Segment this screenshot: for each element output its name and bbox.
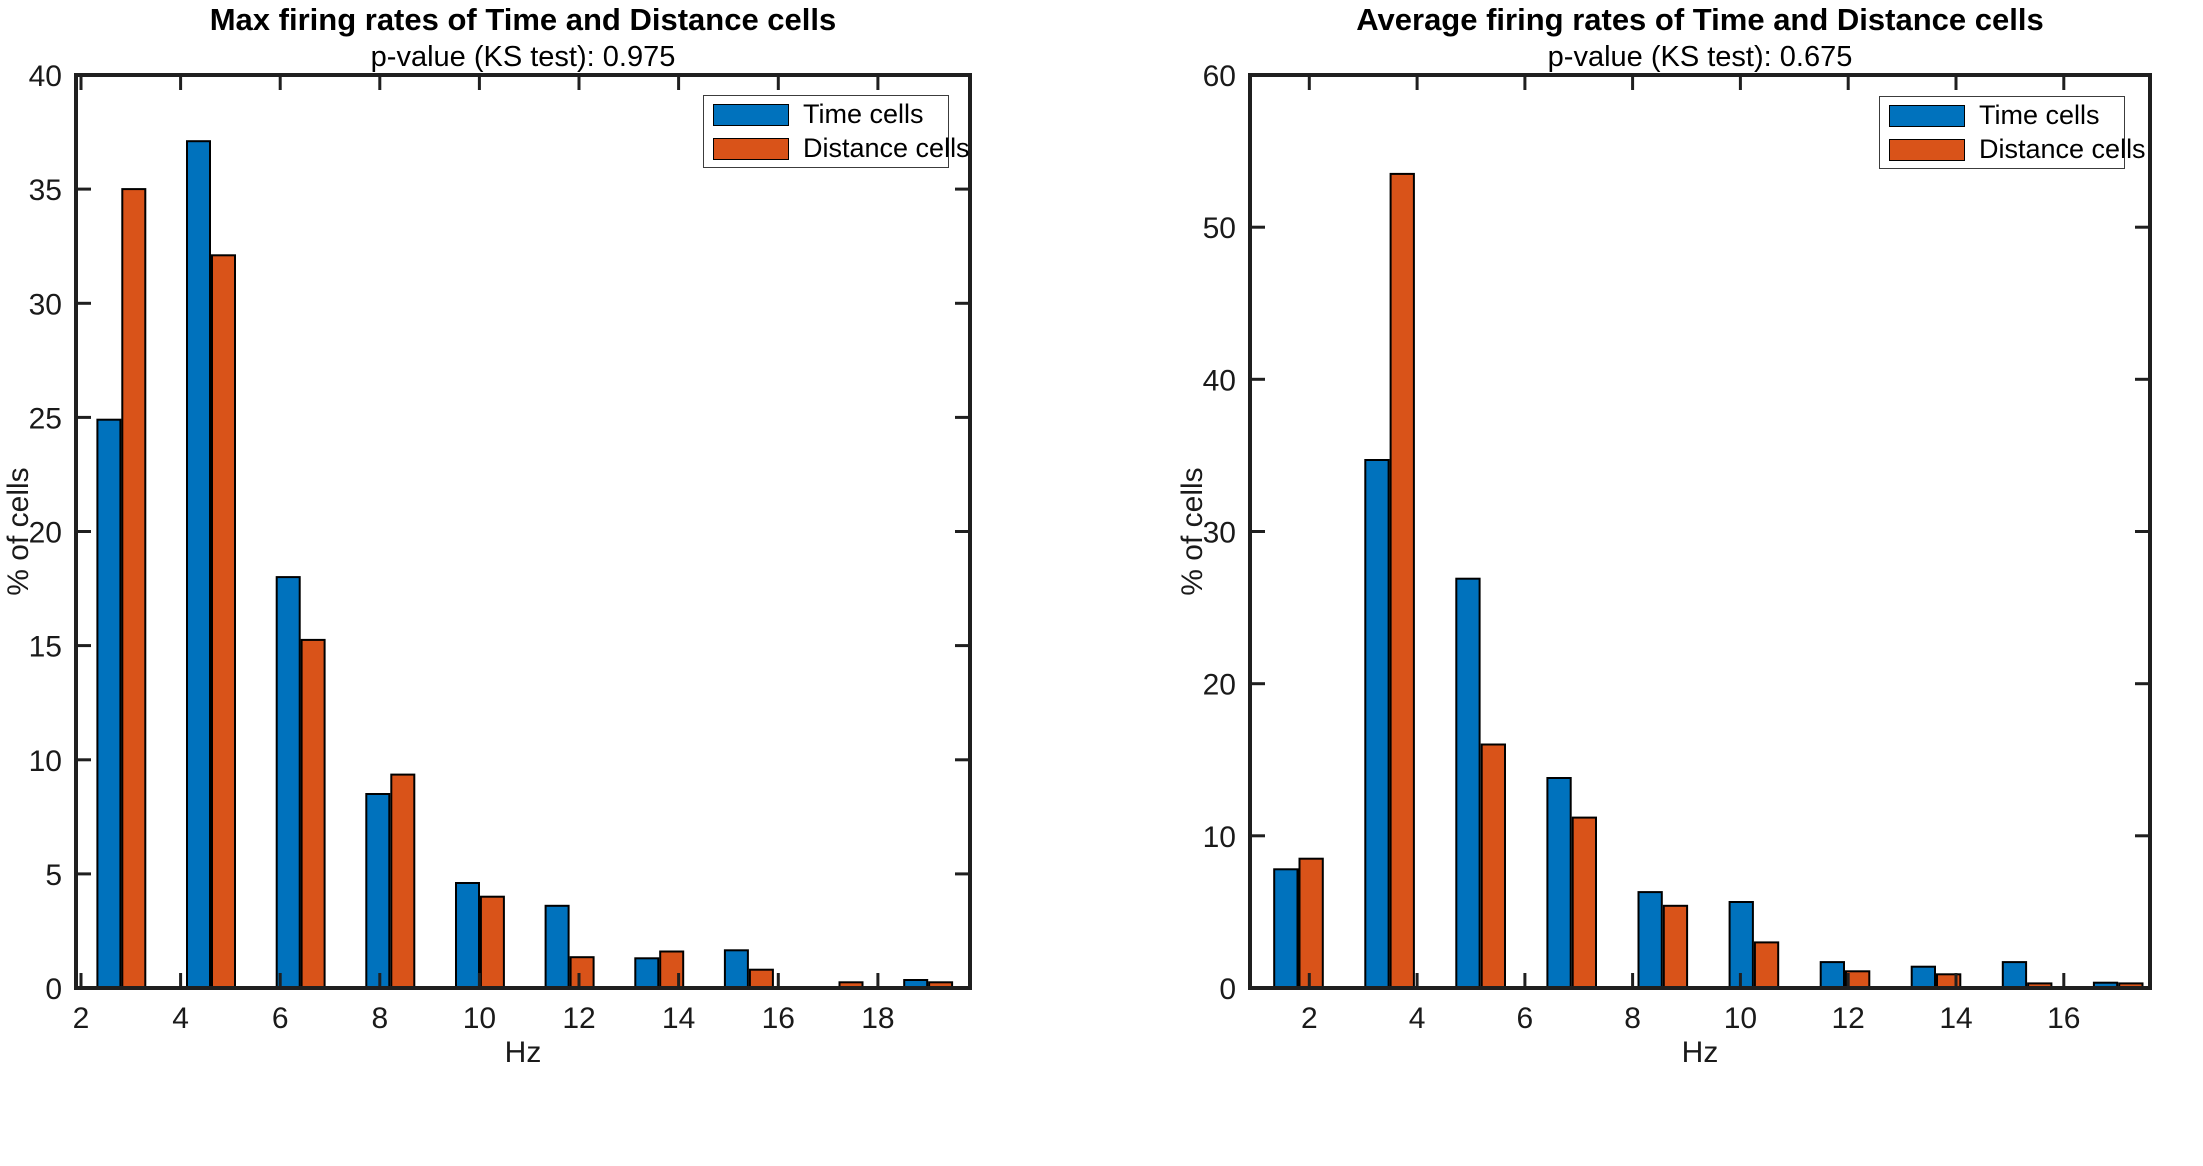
y-tick-label: 25 — [29, 402, 62, 435]
y-tick-label: 15 — [29, 631, 62, 664]
bar-distance-cells — [479, 895, 505, 990]
bar-distance-cells — [1298, 857, 1324, 990]
time-cells-swatch — [713, 103, 789, 126]
chart2-y-axis-label: % of cells — [1176, 467, 1209, 596]
legend-item-time-cells: Time cells — [1880, 100, 2124, 131]
bar-time-cells — [1546, 777, 1572, 989]
x-tick-label: 14 — [662, 1002, 695, 1035]
x-tick-label: 12 — [1832, 1002, 1865, 1035]
x-tick-label: 2 — [1301, 1002, 1318, 1035]
bar-distance-cells — [1480, 743, 1506, 989]
time-cells-swatch — [1889, 104, 1965, 127]
bar-distance-cells — [300, 638, 326, 990]
bar-time-cells — [634, 957, 660, 989]
chart1-subtitle: p-value (KS test): 0.975 — [370, 41, 676, 73]
x-tick-label: 6 — [272, 1002, 289, 1035]
chart2-x-axis-label: Hz — [1681, 1036, 1719, 1069]
bar-time-cells — [723, 949, 749, 989]
axes-frame — [1248, 73, 2152, 990]
y-tick-label: 0 — [45, 973, 62, 1006]
chart2-legend: Time cells Distance cells — [1879, 96, 2146, 169]
distance-cells-swatch — [1889, 138, 1965, 161]
y-tick-label: 35 — [29, 174, 62, 207]
legend-label: Time cells — [803, 99, 924, 129]
bar-distance-cells — [748, 968, 774, 990]
y-tick-label: 50 — [1203, 212, 1236, 245]
x-tick-label: 10 — [463, 1002, 496, 1035]
x-tick-label: 18 — [861, 1002, 894, 1035]
bar-time-cells — [96, 418, 122, 989]
x-tick-label: 8 — [1624, 1002, 1641, 1035]
y-tick-label: 20 — [29, 517, 62, 550]
y-tick-label: 10 — [1203, 821, 1236, 854]
bar-time-cells — [186, 140, 211, 989]
axes-frame — [74, 73, 972, 990]
chart2-title: Average firing rates of Time and Distanc… — [1356, 2, 2044, 37]
y-tick-label: 40 — [29, 60, 62, 93]
bar-time-cells — [1910, 965, 1936, 990]
x-tick-label: 2 — [73, 1002, 90, 1035]
legend-item-distance-cells: Distance cells — [704, 133, 970, 164]
x-tick-label: 16 — [2047, 1002, 2080, 1035]
x-tick-label: 12 — [562, 1002, 595, 1035]
legend-item-time-cells: Time cells — [704, 99, 948, 130]
bar-time-cells — [1273, 868, 1299, 989]
y-tick-label: 30 — [1203, 517, 1236, 550]
bar-distance-cells — [1389, 172, 1415, 989]
x-tick-label: 6 — [1517, 1002, 1534, 1035]
y-tick-label: 60 — [1203, 60, 1236, 93]
bar-distance-cells — [569, 956, 595, 990]
y-tick-label: 10 — [29, 745, 62, 778]
chart2-subtitle: p-value (KS test): 0.675 — [1547, 41, 1853, 73]
bar-time-cells — [455, 882, 480, 989]
y-tick-label: 20 — [1203, 669, 1236, 702]
bar-time-cells — [365, 793, 391, 989]
x-tick-label: 14 — [1939, 1002, 1972, 1035]
chart1-title: Max firing rates of Time and Distance ce… — [209, 2, 837, 37]
legend-label: Distance cells — [1979, 134, 2146, 164]
chart1-y-axis-label: % of cells — [2, 467, 35, 596]
y-tick-label: 0 — [1219, 973, 1236, 1006]
x-tick-label: 4 — [172, 1002, 189, 1035]
legend-label: Time cells — [1979, 100, 2100, 130]
legend-item-distance-cells: Distance cells — [1880, 134, 2146, 165]
chart1-legend: Time cells Distance cells — [703, 95, 970, 168]
x-tick-label: 10 — [1724, 1002, 1757, 1035]
y-tick-label: 5 — [45, 859, 62, 892]
x-tick-label: 4 — [1409, 1002, 1426, 1035]
chart1-x-axis-label: Hz — [504, 1036, 542, 1069]
bar-distance-cells — [1571, 816, 1597, 989]
bar-time-cells — [1637, 891, 1663, 989]
bar-distance-cells — [390, 773, 416, 989]
y-tick-label: 30 — [29, 288, 62, 321]
bar-distance-cells — [1753, 941, 1780, 990]
x-tick-label: 8 — [371, 1002, 388, 1035]
x-tick-label: 16 — [762, 1002, 795, 1035]
bar-time-cells — [1819, 961, 1845, 989]
bar-time-cells — [1364, 459, 1390, 989]
bar-distance-cells — [211, 254, 236, 990]
distance-cells-swatch — [713, 137, 789, 160]
legend-label: Distance cells — [803, 133, 970, 163]
bar-distance-cells — [121, 188, 147, 990]
bar-time-cells — [1455, 577, 1481, 989]
bar-time-cells — [2001, 961, 2028, 989]
bar-time-cells — [275, 576, 301, 989]
bar-time-cells — [544, 904, 570, 989]
y-tick-label: 40 — [1203, 364, 1236, 397]
bar-distance-cells — [1662, 904, 1689, 989]
